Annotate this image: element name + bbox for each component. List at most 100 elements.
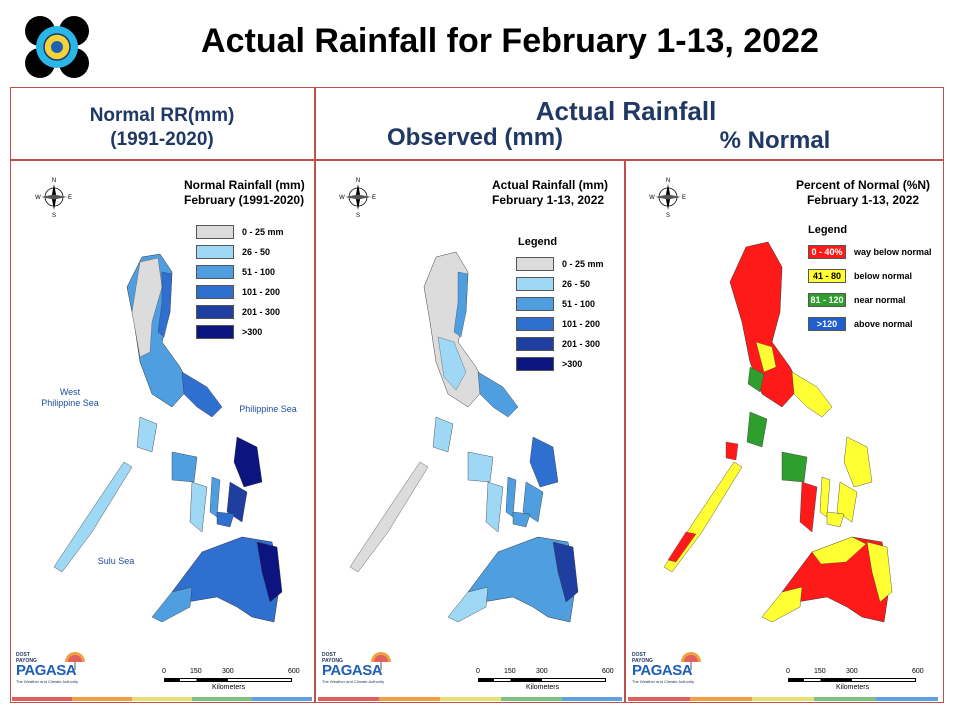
color-bar-segment (379, 697, 440, 701)
leyte (836, 481, 858, 523)
philippine-sea-label: Philippine Sea (239, 404, 297, 414)
divider (314, 87, 316, 703)
compass-n: N (356, 178, 360, 184)
legend-label: >300 (562, 359, 583, 369)
legend-label: 101 - 200 (242, 287, 281, 297)
color-bar-segment (690, 697, 752, 701)
divider (10, 159, 944, 161)
observed-header: Observed (mm) (386, 124, 564, 151)
actual-map-title-line2: February 1-13, 2022 (492, 193, 605, 207)
west-sea-line2: Philippine Sea (41, 398, 99, 408)
color-bar-segment (814, 697, 876, 701)
color-bar-segment (192, 697, 252, 701)
mindanao (781, 536, 891, 623)
color-bar-segment (252, 697, 312, 701)
scale-bar-graphic (478, 678, 606, 682)
color-bar-segment (318, 697, 379, 701)
legend-item: 41 - 80 below normal (808, 268, 912, 284)
scale-tick: 600 (912, 668, 924, 675)
scale-tick: 300 (222, 668, 234, 675)
negros (799, 481, 818, 533)
color-bar-segment (501, 697, 562, 701)
legend-label: 0 - 25 mm (242, 227, 284, 237)
normal-map-title: Normal Rainfall (mm) February (1991-2020… (184, 178, 305, 208)
legend-label: 0 - 25 mm (562, 259, 604, 269)
legend-swatch (516, 357, 554, 371)
mindoro (432, 416, 454, 453)
percent-header: % Normal (719, 127, 831, 154)
bohol (512, 511, 531, 528)
samar (529, 436, 559, 488)
legend-item: 0 - 25 mm (516, 256, 604, 272)
compass-w: W (339, 195, 345, 201)
legend-swatch: 81 - 120 (808, 293, 846, 307)
compass-e: E (682, 195, 686, 201)
panay (467, 451, 494, 483)
percent-map-title-line1: Percent of Normal (%N) (796, 178, 931, 192)
legend-label: 101 - 200 (562, 319, 601, 329)
percent-map-panel: N S W E Percent of Normal (%N) February … (626, 162, 943, 702)
umbrella-icon (371, 652, 391, 670)
branding-name: PAGASA (322, 662, 383, 679)
legend-swatch: >120 (808, 317, 846, 331)
normal-map-panel: N S W E Normal Rainfall (mm) February (1… (12, 162, 313, 702)
legend-swatch (516, 337, 554, 351)
branding-name: PAGASA (16, 662, 77, 679)
slide-title: Actual Rainfall for February 1-13, 2022 (201, 22, 819, 60)
legend-swatch (196, 305, 234, 319)
mindanao-west (447, 586, 489, 623)
legend-label: way below normal (854, 247, 932, 257)
panay (171, 451, 198, 483)
color-bar-segment (752, 697, 814, 701)
percent-map-title: Percent of Normal (%N) February 1-13, 20… (796, 178, 930, 208)
percent-map: N S W E (649, 178, 893, 623)
color-bar-segment (12, 697, 72, 701)
legend-label: 201 - 300 (562, 339, 601, 349)
west-philippine-sea-label: West Philippine Sea (40, 387, 100, 409)
palawan (53, 461, 133, 573)
color-bar-segment (132, 697, 192, 701)
luzon-east-coast (157, 271, 173, 338)
legend-swatch: 41 - 80 (808, 269, 846, 283)
branding-tagline: The Weather and Climate Authority (322, 679, 385, 684)
scale-unit: Kilometers (836, 684, 870, 691)
scale-tick: 0 (162, 668, 166, 675)
legend-label: 26 - 50 (242, 247, 271, 257)
legend-label: 51 - 100 (562, 299, 596, 309)
legend-label: near normal (854, 295, 906, 305)
compass-n: N (52, 178, 56, 184)
cebu (505, 476, 517, 518)
bohol (216, 511, 235, 528)
actual-map-panel: N S W E Actual Rainfall (mm) February 1-… (316, 162, 623, 702)
compass-s: S (356, 213, 360, 219)
mindanao-north (811, 536, 867, 565)
pagasa-branding: DOST PAYONG PAGASA The Weather and Clima… (632, 652, 712, 686)
compass-n: N (666, 178, 670, 184)
color-bar-segment (628, 697, 690, 701)
luzon-green (747, 366, 765, 393)
legend-item: 0 - 40% way below normal (808, 244, 932, 260)
scale-tick: 0 (786, 668, 790, 675)
cebu (819, 476, 831, 518)
legend-item: >300 (196, 324, 262, 340)
samar (843, 436, 873, 488)
palawan (349, 461, 429, 573)
legend-label: above normal (854, 319, 913, 329)
compass-e: E (68, 195, 72, 201)
legend-swatch (196, 245, 234, 259)
legend-item: >300 (516, 356, 582, 372)
samar (233, 436, 263, 488)
umbrella-icon (65, 652, 85, 670)
legend-swatch (196, 225, 234, 239)
branding-dost: DOST (322, 652, 336, 658)
normal-header-line2: (1991-2020) (110, 129, 214, 150)
cebu (209, 476, 221, 518)
scale-tick: 150 (504, 668, 516, 675)
compass-e: E (372, 195, 376, 201)
bohol (826, 511, 845, 528)
legend-swatch: 0 - 40% (808, 245, 846, 259)
legend-swatch (516, 297, 554, 311)
legend-item: 26 - 50 (516, 276, 590, 292)
branding-tagline: The Weather and Climate Authority (632, 679, 695, 684)
percent-map-title-line2: February 1-13, 2022 (806, 193, 920, 207)
